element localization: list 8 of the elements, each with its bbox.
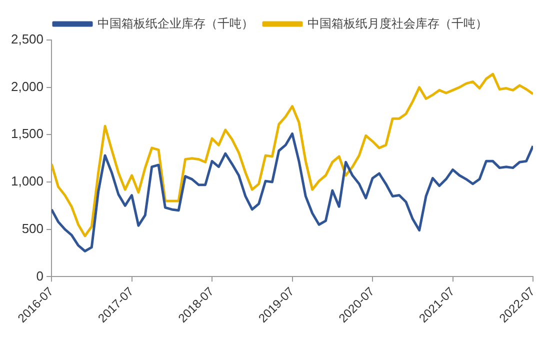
y-tick-label: 0 — [36, 268, 44, 284]
y-tick-label: 2,500 — [10, 32, 44, 47]
y-tick-label: 1,000 — [10, 174, 44, 189]
y-tick-label: 500 — [22, 220, 44, 236]
y-tick-label: 1,500 — [10, 126, 44, 142]
legend-label: 中国箱板纸月度社会库存（千吨） — [308, 16, 488, 30]
legend-label: 中国箱板纸企业库存（千吨） — [98, 16, 254, 30]
y-tick-label: 2,000 — [10, 78, 44, 94]
